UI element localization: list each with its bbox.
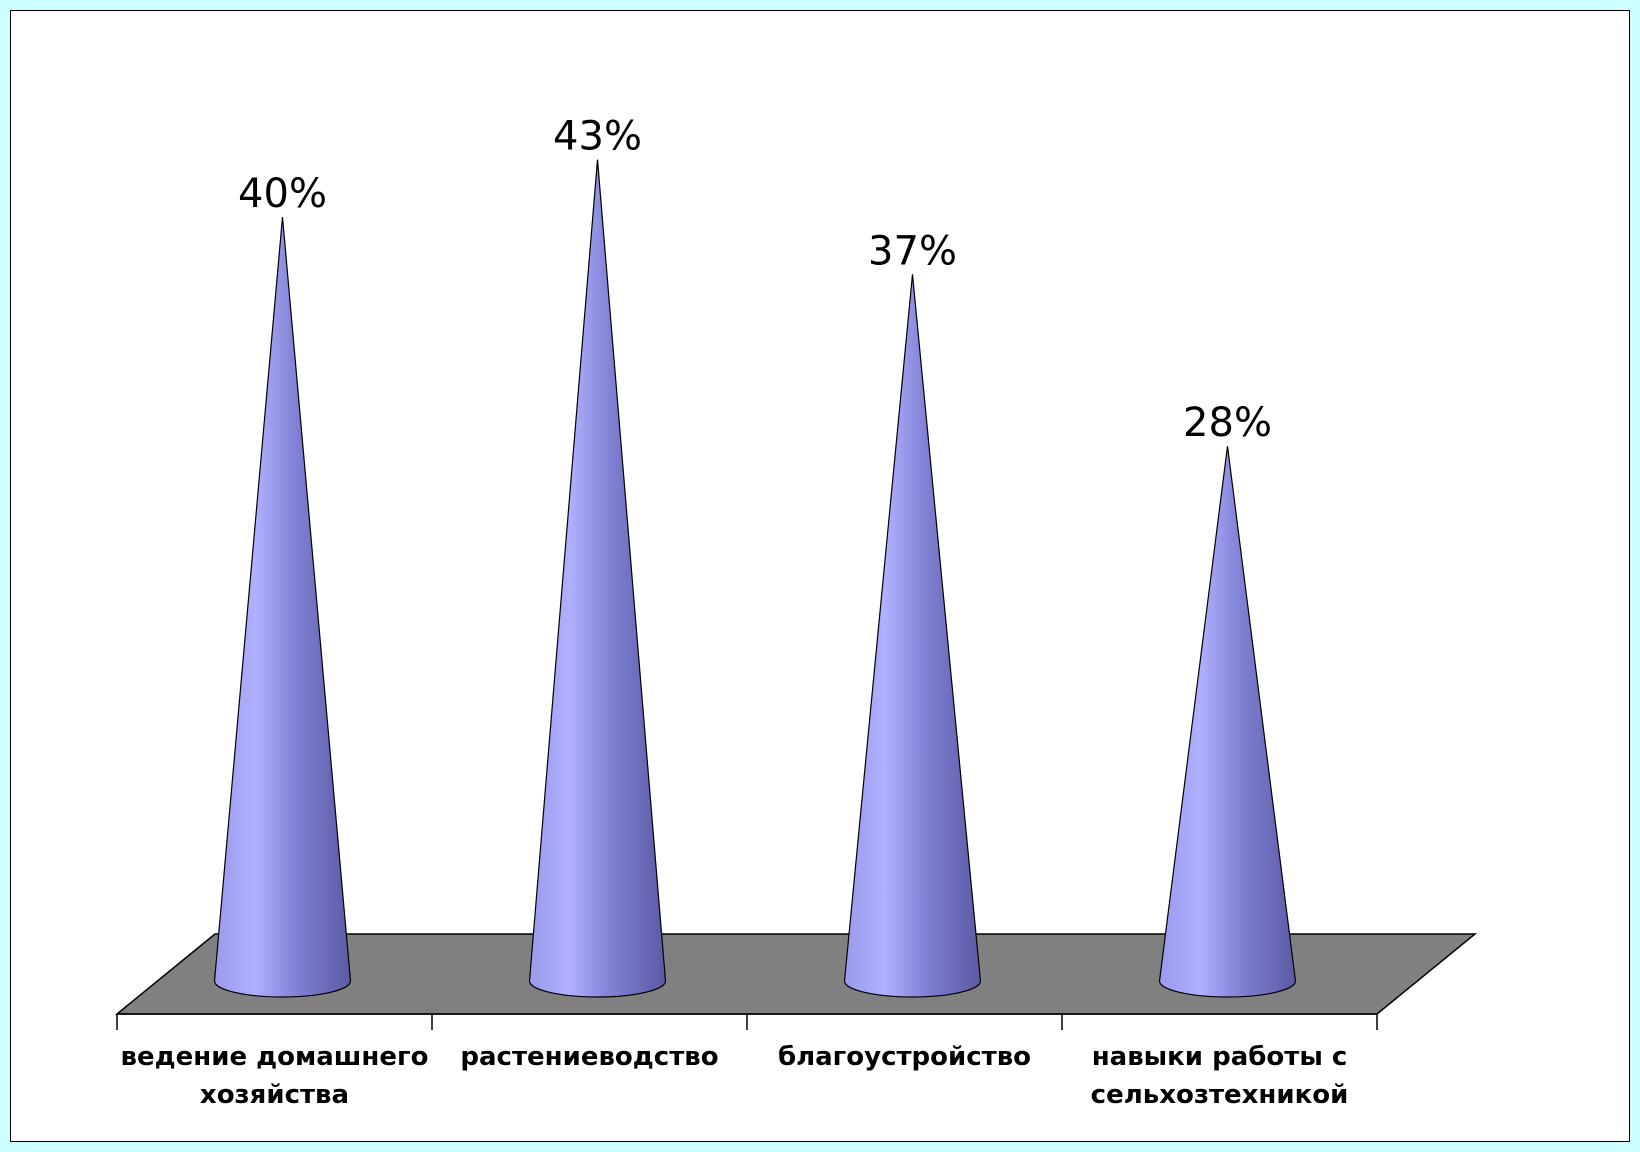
cone-bar bbox=[213, 216, 352, 998]
data-label: 43% bbox=[553, 114, 642, 160]
data-label: 40% bbox=[238, 171, 327, 217]
category-labels: ведение домашнего хозяйства растениеводств… bbox=[121, 1042, 1349, 1110]
x-axis-ticks bbox=[116, 1014, 1378, 1030]
category-label: хозяйства bbox=[200, 1080, 349, 1110]
category-label: растениеводство bbox=[460, 1042, 718, 1072]
cone-bar bbox=[1158, 446, 1297, 998]
category-label: сельхозтехникой bbox=[1091, 1080, 1349, 1110]
cone-bar bbox=[528, 159, 667, 998]
cone-series bbox=[213, 159, 1297, 998]
category-label: ведение домашнего bbox=[121, 1042, 429, 1072]
data-label: 28% bbox=[1183, 400, 1272, 446]
category-label: благоустройство bbox=[778, 1042, 1031, 1072]
data-label: 37% bbox=[868, 228, 957, 274]
category-label: навыки работы с bbox=[1092, 1042, 1348, 1072]
cone-bar bbox=[843, 274, 982, 998]
chart-frame: 40% 43% 37% 28% ведение домашнего хозяйства р… bbox=[10, 10, 1630, 1142]
chart-svg: 40% 43% 37% 28% ведение домашнего хозяйства р… bbox=[114, 114, 1478, 1110]
data-labels: 40% 43% 37% 28% bbox=[238, 114, 1272, 447]
